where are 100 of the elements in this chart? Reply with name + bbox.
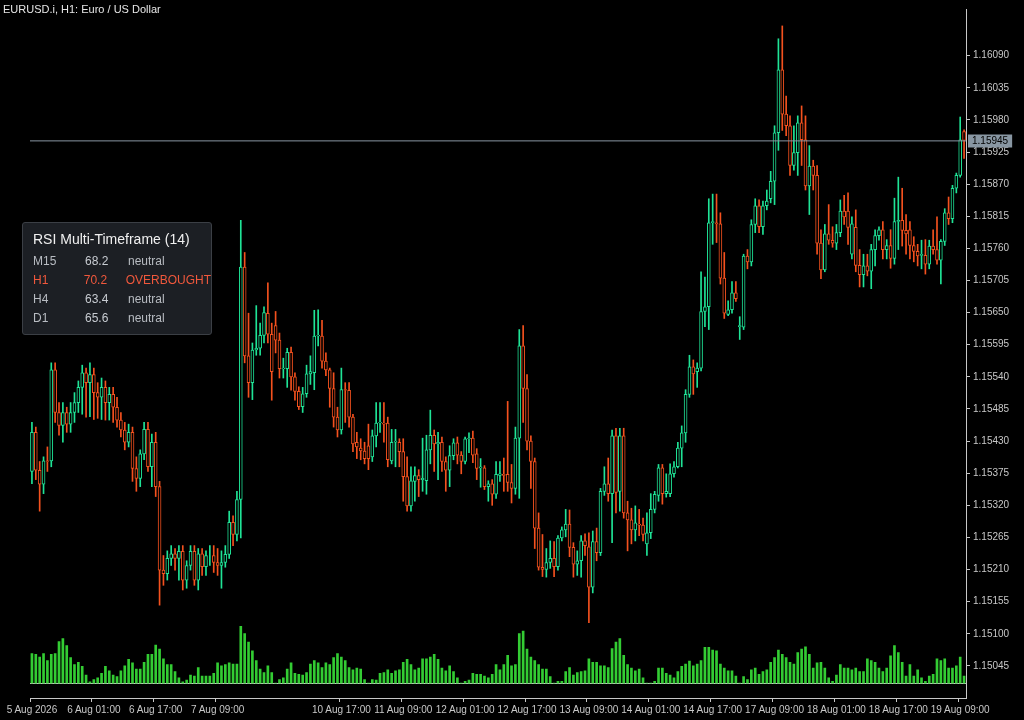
candlestick	[873, 229, 877, 267]
bar	[301, 674, 305, 684]
candlestick	[525, 374, 529, 451]
candlestick	[471, 430, 475, 464]
candlestick	[312, 309, 317, 391]
x-tick-label: 13 Aug 09:00	[559, 703, 619, 715]
annotation: neutral	[128, 253, 165, 270]
bar	[680, 665, 684, 684]
candlestick	[285, 347, 290, 388]
x-tick-label: 10 Aug 17:00	[311, 703, 372, 715]
candlestick	[80, 364, 85, 415]
candlestick	[463, 436, 467, 465]
bar	[684, 663, 687, 684]
candlestick	[498, 461, 502, 482]
candlestick	[107, 387, 112, 421]
candlestick	[320, 319, 324, 369]
bar	[483, 675, 486, 684]
candlestick	[393, 429, 398, 468]
y-tick-label: 1.15650	[973, 306, 1010, 318]
bar	[568, 667, 571, 684]
bar	[332, 657, 335, 684]
y-tick-label: 1.15595	[973, 338, 1010, 350]
bar	[854, 667, 858, 684]
candlestick	[177, 545, 181, 581]
candlestick	[517, 329, 522, 499]
candlestick	[641, 517, 645, 542]
bar	[340, 656, 343, 684]
bar	[386, 669, 390, 684]
bar	[131, 662, 134, 684]
bar	[336, 653, 339, 684]
candlestick	[180, 545, 185, 591]
annotation: OVERBOUGHT	[125, 272, 211, 289]
bar	[564, 671, 568, 684]
bar	[603, 665, 606, 684]
y-tick-label: 1.15100	[973, 627, 1010, 639]
bar	[421, 658, 424, 684]
bar	[107, 670, 111, 684]
annotation: neutral	[128, 310, 165, 327]
bar	[722, 667, 726, 684]
candlestick	[552, 541, 556, 577]
candlestick	[440, 436, 444, 472]
y-tick-label: 1.15045	[973, 659, 1010, 671]
candlestick	[238, 220, 243, 539]
candlestick	[413, 466, 417, 502]
candlestick	[88, 362, 92, 417]
bar	[943, 658, 947, 684]
bar	[858, 671, 861, 684]
bar	[715, 650, 718, 684]
candlestick	[262, 306, 266, 344]
bar	[753, 667, 757, 684]
bar	[951, 667, 954, 684]
x-tick-label: 19 Aug 09:00	[930, 703, 991, 715]
candlestick	[815, 165, 819, 255]
candlestick	[621, 427, 626, 519]
bar	[425, 658, 428, 684]
y-tick-label: 1.16035	[973, 81, 1010, 93]
candlestick	[84, 367, 88, 418]
bar	[769, 661, 773, 684]
candlestick	[919, 239, 924, 270]
candlestick	[587, 532, 591, 624]
bar	[742, 676, 745, 684]
bar	[707, 646, 711, 684]
bar	[657, 667, 660, 684]
x-tick-label: 12 Aug 17:00	[497, 703, 557, 715]
candlestick	[258, 322, 262, 356]
annotation: 63.4	[85, 291, 110, 308]
annotation: 65.6	[85, 310, 110, 327]
candlestick	[904, 214, 908, 255]
annotation: 68.2	[85, 253, 110, 270]
bar	[196, 667, 200, 684]
y-tick-label: 1.15320	[973, 499, 1010, 511]
x-tick-label: 7 Aug 09:00	[190, 703, 245, 715]
candlestick	[490, 479, 495, 506]
bar	[661, 667, 664, 684]
candlestick	[795, 115, 800, 176]
bar	[227, 662, 231, 684]
y-tick-label: 1.15155	[973, 595, 1010, 607]
bar	[691, 665, 695, 684]
candlestick	[881, 221, 885, 260]
candlestick	[478, 458, 483, 488]
candlestick	[563, 509, 568, 538]
bar	[239, 626, 243, 684]
candlestick	[347, 382, 351, 428]
bar	[158, 648, 161, 684]
bar	[927, 675, 931, 684]
bar	[428, 656, 432, 684]
bar	[185, 679, 188, 684]
candlestick	[211, 545, 216, 573]
bar	[432, 653, 436, 684]
bar	[664, 672, 668, 684]
candlestick	[119, 412, 123, 438]
ref-line-label: 1.15945	[972, 134, 1009, 146]
bar	[359, 668, 363, 684]
candlestick	[405, 456, 409, 512]
bar	[800, 648, 803, 684]
candlestick	[853, 209, 858, 273]
x-tick-label: 14 Aug 17:00	[683, 703, 743, 715]
candlestick	[91, 367, 96, 420]
y-tick-label: 1.15375	[973, 466, 1010, 478]
x-tick-label: 18 Aug 01:00	[806, 703, 867, 715]
